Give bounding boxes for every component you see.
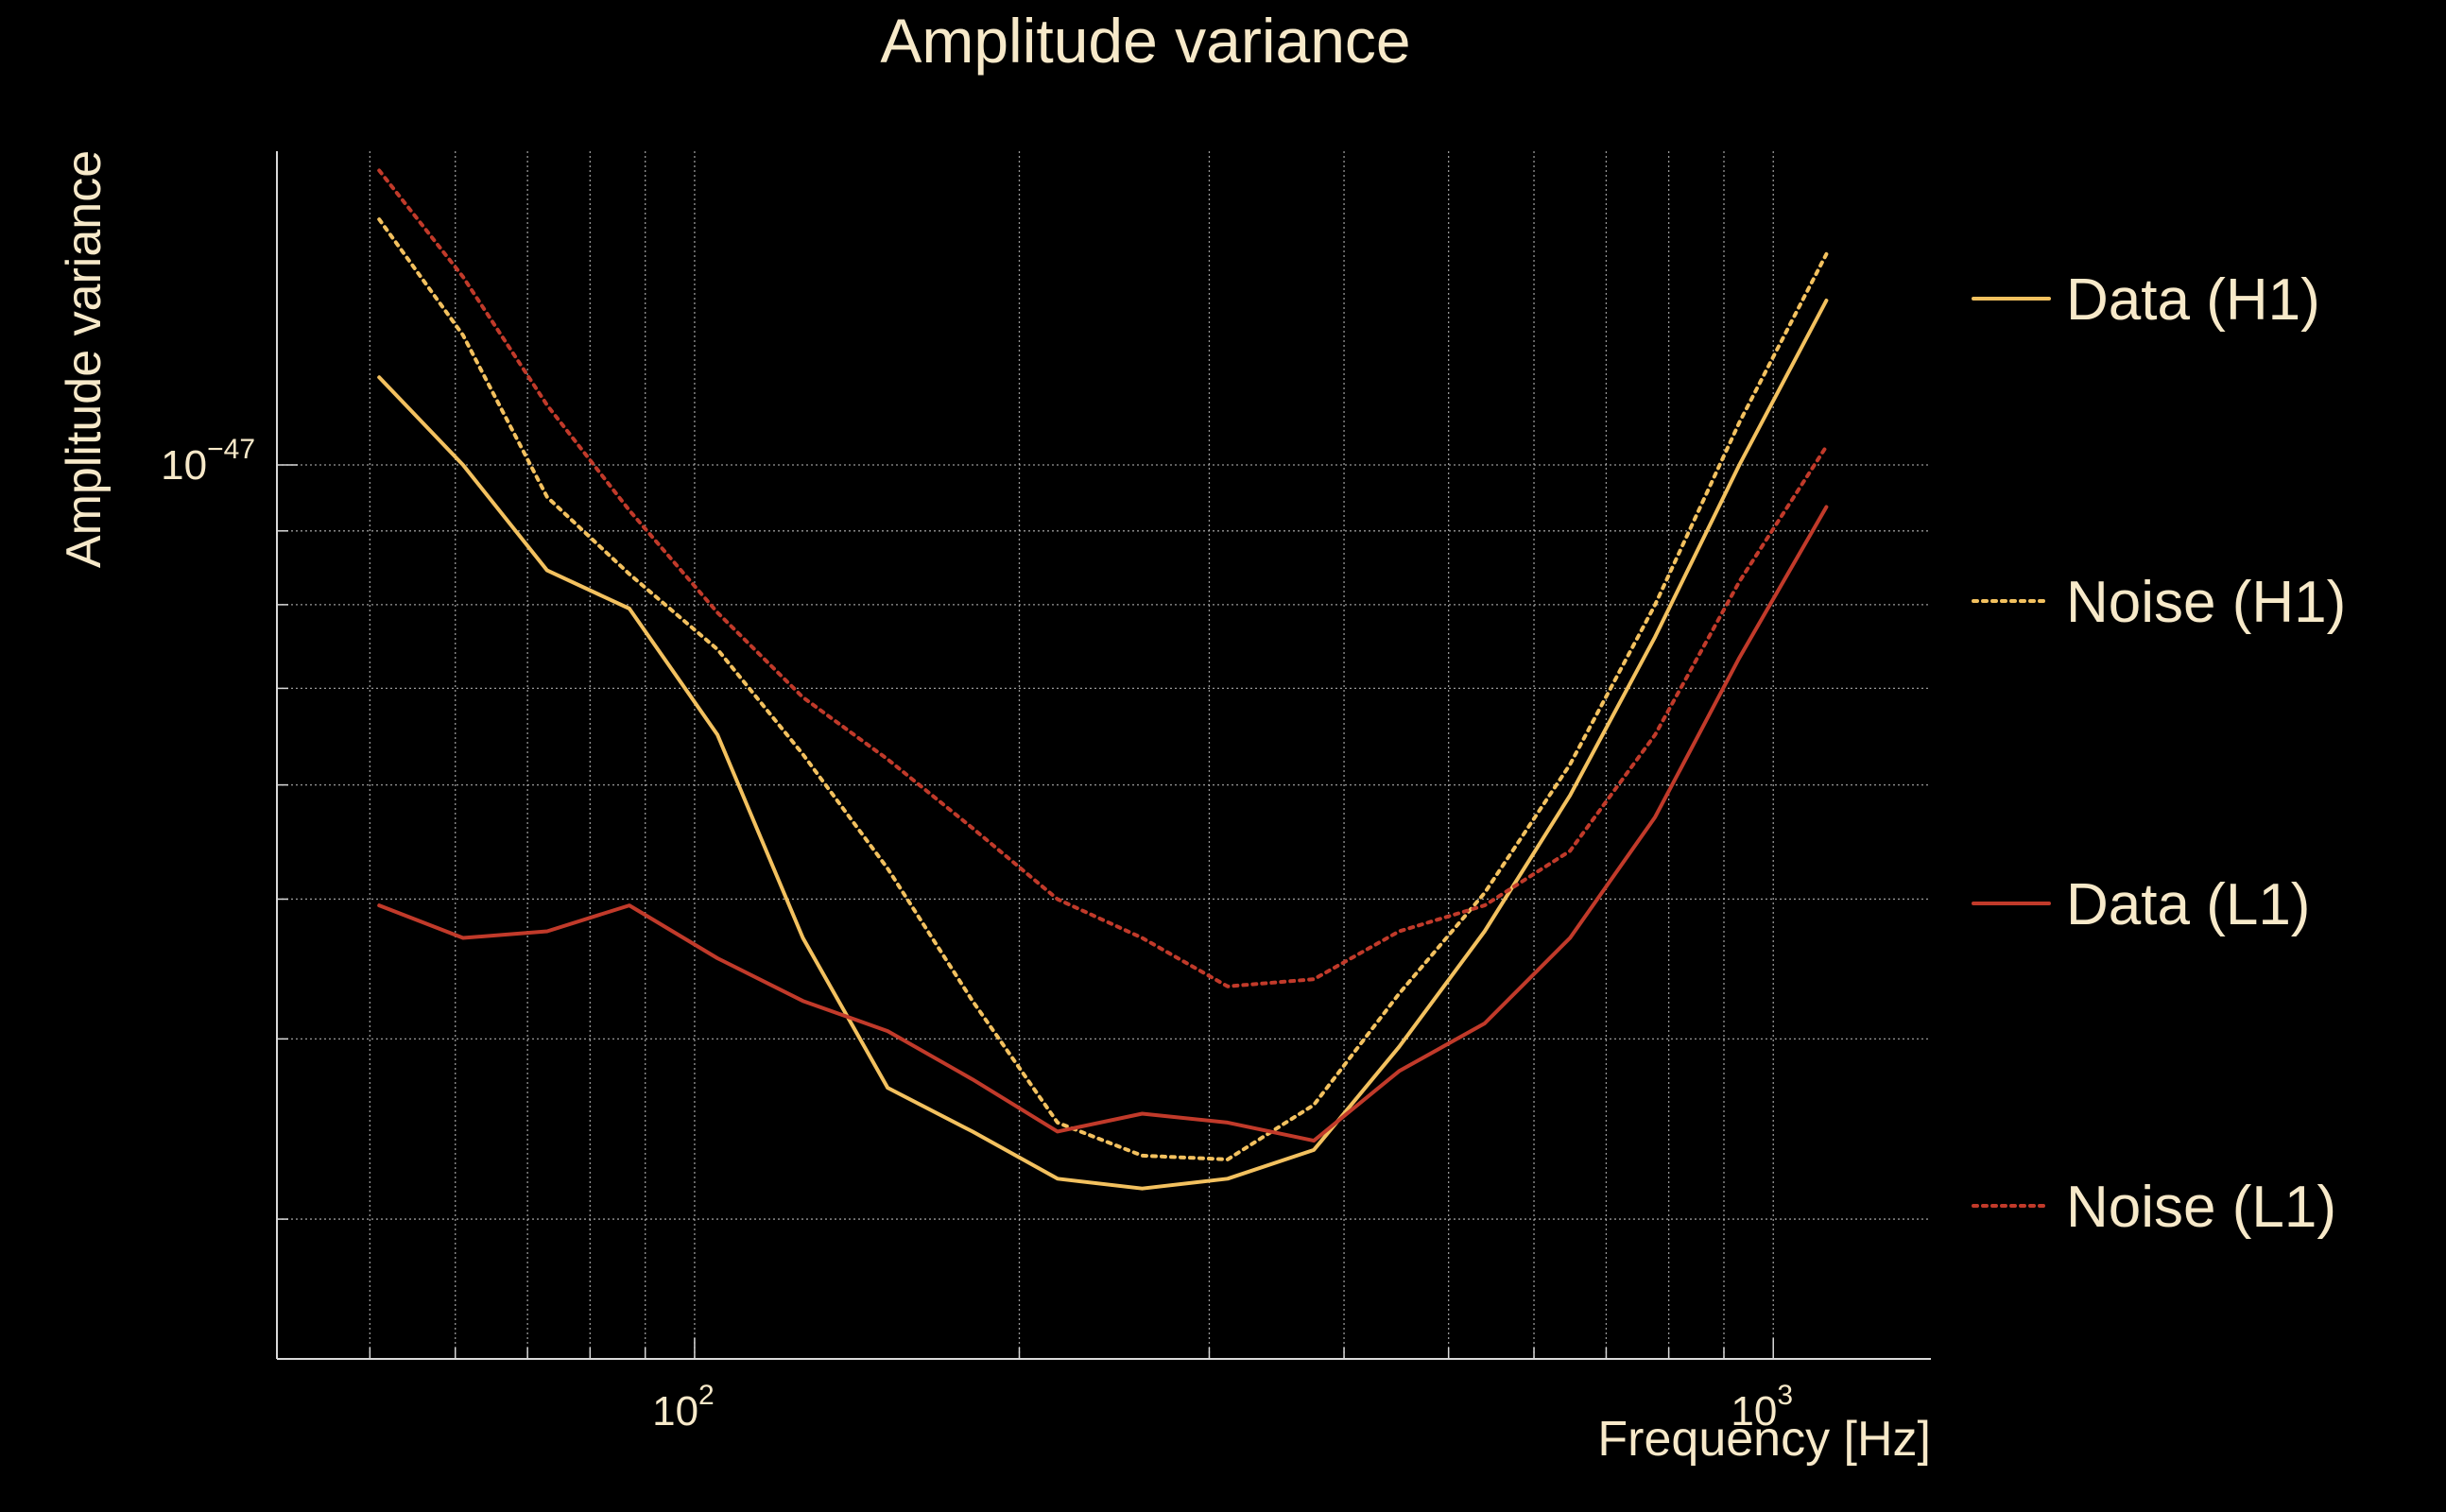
x-tick-label: 102	[652, 1380, 715, 1435]
y-axis-label: Amplitude variance	[57, 150, 112, 568]
y-tick-label: 10−47	[161, 434, 255, 489]
series-lines	[377, 168, 1829, 1191]
x-tick-label: 103	[1731, 1380, 1793, 1435]
axes	[276, 151, 1931, 1360]
legend-label-4: Noise (L1)	[2066, 1175, 2336, 1240]
series-line-3	[377, 505, 1829, 1143]
x-axis-label: Frequency [Hz]	[1597, 1412, 1931, 1467]
series-line-4	[377, 168, 1829, 988]
legend: Data (H1) Noise (H1) Data (L1) Noise (L1)	[1972, 267, 2346, 1240]
legend-label-3: Data (L1)	[2066, 872, 2310, 937]
series-line-2	[377, 217, 1829, 1161]
legend-label-2: Noise (H1)	[2066, 570, 2346, 635]
legend-label-1: Data (H1)	[2066, 267, 2320, 333]
series-line-1	[377, 299, 1829, 1191]
chart-title: Amplitude variance	[880, 6, 1410, 76]
tick-labels: 102 103 10−47	[161, 434, 1793, 1435]
